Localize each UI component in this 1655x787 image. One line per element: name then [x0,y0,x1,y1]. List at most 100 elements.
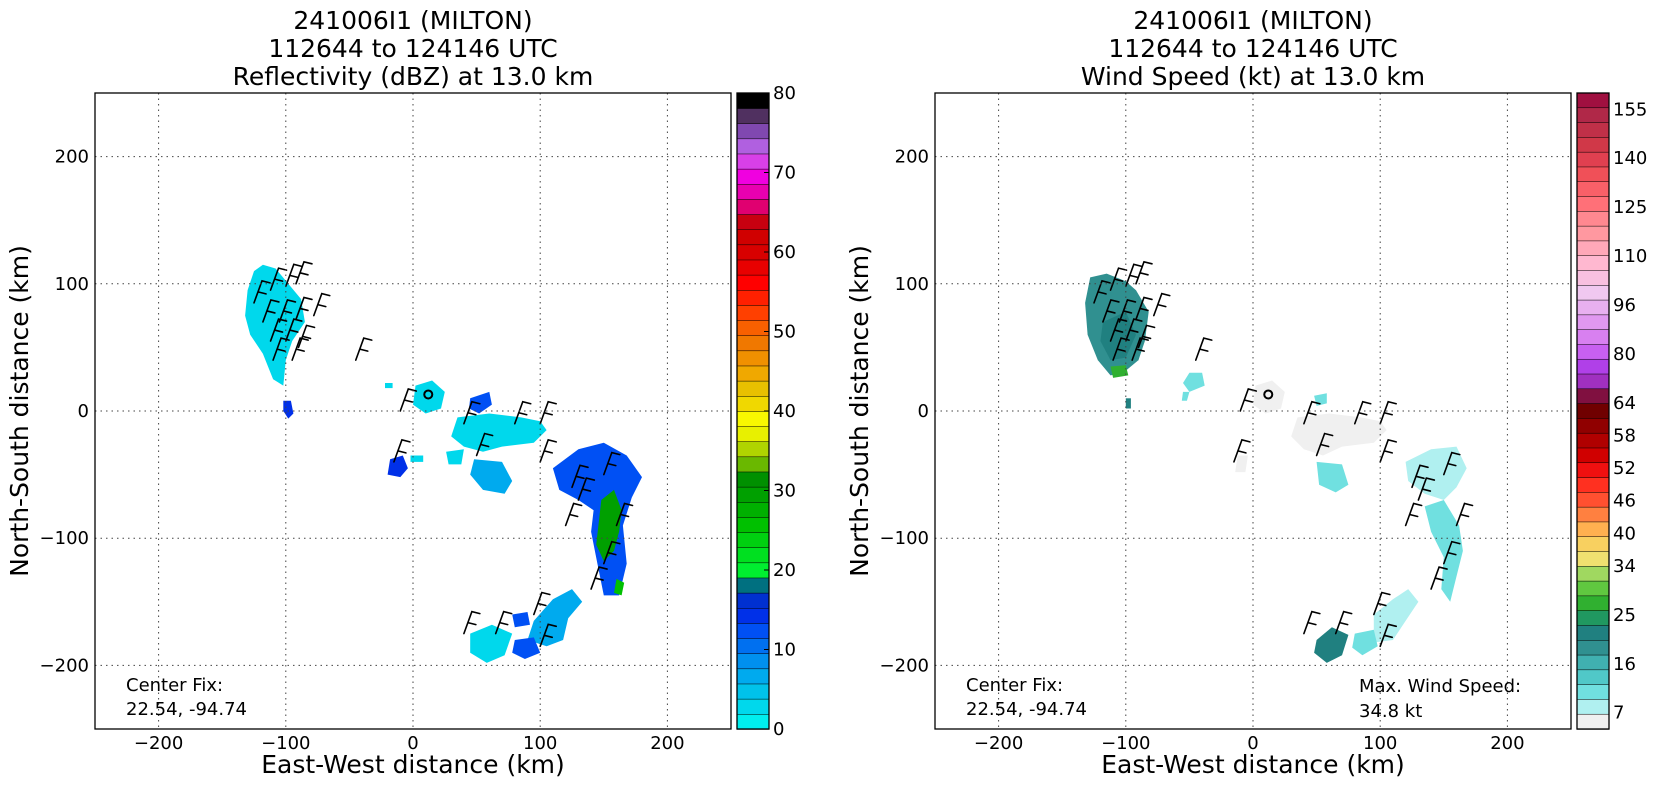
echo-region-12 [614,578,625,596]
colorbar-segment [1576,447,1610,464]
echo-region-8 [1291,413,1387,456]
colorbar-segment [1576,506,1610,523]
wind-speed-panel: 241006I1 (MILTON) 112644 to 124146 UTC W… [845,6,1647,779]
colorbar-segment [736,456,770,473]
wind-barb [1112,337,1130,361]
wind-barb [463,610,481,635]
colorbar-segment [1576,92,1610,109]
x-tick-label: −100 [1101,733,1150,754]
wind-barb [539,438,557,463]
echo-region-3 [413,380,445,414]
colorbar-segment [1576,403,1610,420]
colorbar-tick-label: 40 [773,401,796,422]
wind-barb [1443,540,1461,565]
colorbar-segment [736,92,770,109]
colorbar-tick-label: 30 [773,481,796,502]
panel-title-line-3: Reflectivity (dBZ) at 13.0 km [233,62,594,91]
wind-barb [278,299,297,323]
plot-frame [934,92,1572,730]
echo-region-9 [446,449,464,465]
y-tick-label: 0 [78,401,89,422]
colorbar-segment [736,365,770,382]
wind-barbs [253,260,634,648]
echo-region-4 [469,391,492,414]
wind-barb [312,292,331,317]
colorbar-segment [736,229,770,246]
y-tick-label: 100 [895,274,929,295]
x-tick-label: 0 [1247,733,1258,754]
colorbar-tick-label: 46 [1613,491,1636,512]
colorbar-segment [736,683,770,700]
colorbar-tick-label: 110 [1613,246,1647,267]
wind-barb [1379,623,1397,648]
colorbar-segment [1576,107,1610,124]
colorbar-segment [736,350,770,367]
wind-barb [533,591,551,616]
colorbar-tick-label: 96 [1613,295,1636,316]
colorbar-segment [1576,654,1610,671]
center-fix-label: Center Fix: [126,675,223,696]
y-axis-label: North-South distance (km) [845,245,874,577]
echo-region-10 [552,442,642,596]
colorbar-segment [1576,122,1610,139]
wind-barb [295,296,313,321]
wind-barb [1417,477,1436,501]
wind-barb [539,623,557,648]
colorbar-tick-label: 70 [773,163,796,184]
wind-barb [1239,388,1258,412]
colorbar-segment [1576,373,1610,390]
colorbar-segment [736,395,770,412]
wind-barb [564,502,583,527]
colorbar-tick-label: 64 [1613,393,1636,414]
colorbar-segment [736,183,770,200]
wind-barb [539,400,557,425]
colorbar-tick-label: 80 [773,83,796,104]
echo-region-10 [1235,455,1248,473]
colorbar-segment [736,259,770,276]
colorbar-tick-label: 20 [773,560,796,581]
colorbar-segment [1576,551,1610,567]
colorbar-tick-label: 58 [1613,425,1636,446]
wind-barb [1194,337,1213,361]
colorbar-segment [1576,699,1610,715]
max-wind-speed-value: 34.8 kt [1359,701,1422,722]
wind-barb [1404,502,1423,527]
wind-barb [354,337,373,361]
colorbar-tick-label: 52 [1613,458,1636,479]
x-tick-label: 200 [1490,733,1524,754]
colorbar-segment [1576,344,1610,360]
wind-speed-colorbar: 155 140 125 110 96 80 64 58 52 46 40 34 25 16 7 [1576,92,1647,730]
wind-barb [1125,263,1143,288]
colorbar-segment [1576,432,1610,449]
echo-region-6 [1253,380,1285,414]
x-axis-label: East-West distance (km) [1101,750,1405,779]
panel-title-line-2: 112644 to 124146 UTC [268,34,557,63]
colorbar-segment [736,213,770,230]
wind-barb [1455,502,1474,527]
echo-region-3 [1125,398,1131,409]
wind-barb [1152,292,1171,317]
wind-barb [285,263,303,288]
colorbar-segment [1576,151,1610,168]
colorbar-segment [1576,595,1610,612]
y-tick-label: 0 [918,401,929,422]
wind-barb [615,502,634,527]
wind-barb [1379,438,1397,463]
colorbar-segment [736,698,770,715]
colorbar-segment [1576,270,1610,286]
colorbar-segment [1576,580,1610,597]
colorbar-tick-label: 125 [1613,197,1647,218]
colorbar-segment [1576,166,1610,183]
colorbar-segment [736,289,770,306]
y-tick-label: 100 [55,274,89,295]
y-tick-label: −100 [40,528,89,549]
max-wind-speed-label: Max. Wind Speed: [1359,676,1521,697]
colorbar-tick-label: 25 [1613,605,1636,626]
echo-region-13 [527,589,583,647]
wind-barb [1315,432,1334,457]
echo-region-0 [245,264,305,386]
colorbar-segment [736,471,770,488]
colorbar-tick-label: 10 [773,640,796,661]
colorbar-tick-label: 16 [1613,654,1636,675]
wind-barb [1379,400,1397,425]
